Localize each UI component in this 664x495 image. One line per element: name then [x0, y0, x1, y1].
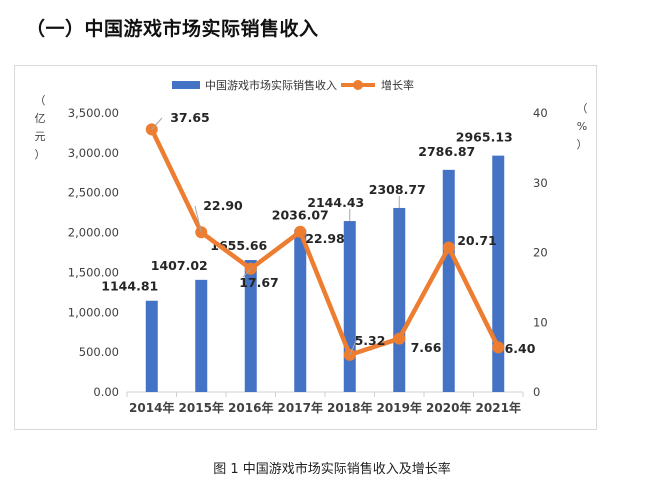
revenue-bar — [492, 155, 505, 392]
bar-value-label: 2036.07 — [272, 208, 329, 223]
left-axis-tick: 3,500.00 — [68, 106, 119, 120]
chart-legend: 中国游戏市场实际销售收入 增长率 — [172, 77, 414, 93]
right-axis-unit: （ % ） — [576, 102, 588, 151]
right-axis-tick: 40 — [533, 106, 548, 120]
x-axis-category: 2017年 — [278, 400, 323, 415]
growth-rate-marker — [442, 241, 455, 254]
revenue-bar — [294, 229, 307, 392]
left-axis-unit: （ 亿 元 ） — [34, 94, 46, 161]
figure-caption: 图 1 中国游戏市场实际销售收入及增长率 — [213, 462, 451, 477]
growth-rate-marker — [393, 332, 406, 345]
bar-value-label: 1407.02 — [151, 258, 208, 273]
left-axis-tick: 2,000.00 — [68, 226, 119, 240]
revenue-bar — [393, 207, 406, 392]
bar-value-label: 1144.81 — [101, 279, 158, 294]
legend-line-label: 增长率 — [381, 79, 414, 92]
growth-rate-label: 22.98 — [305, 231, 345, 246]
growth-rate-marker — [492, 341, 505, 354]
growth-rate-label: 17.67 — [239, 275, 279, 290]
x-axis-category: 2014年 — [129, 400, 174, 415]
right-axis-tick: 20 — [533, 246, 548, 260]
revenue-bar — [145, 300, 158, 392]
x-axis-category: 2019年 — [377, 400, 422, 415]
revenue-bar — [244, 260, 257, 392]
legend-line-swatch-icon — [341, 80, 375, 90]
bar-value-label: 2965.13 — [456, 130, 513, 145]
left-axis-tick: 1,500.00 — [68, 265, 119, 279]
left-axis-tick: 3,000.00 — [68, 146, 119, 160]
growth-rate-label: 5.32 — [355, 333, 386, 348]
left-axis-tick: 2,500.00 — [68, 186, 119, 200]
left-axis-tick: 0.00 — [93, 385, 119, 399]
revenue-bar — [343, 221, 356, 392]
left-axis-tick: 500.00 — [79, 345, 119, 359]
x-axis-category: 2018年 — [327, 400, 372, 415]
x-axis-category: 2015年 — [179, 400, 224, 415]
x-axis-category: 2021年 — [476, 400, 521, 415]
legend-bar-label: 中国游戏市场实际销售收入 — [205, 79, 337, 92]
growth-rate-label: 22.90 — [203, 198, 243, 213]
revenue-bar — [195, 279, 208, 392]
growth-rate-label: 7.66 — [411, 340, 442, 355]
growth-rate-label: 37.65 — [170, 110, 210, 125]
growth-rate-marker — [294, 225, 307, 238]
legend-bar-swatch-icon — [172, 81, 200, 89]
bar-value-label: 2144.43 — [307, 195, 364, 210]
x-axis-category: 2016年 — [228, 400, 273, 415]
bar-value-label: 2786.87 — [418, 144, 475, 159]
growth-rate-label: 6.40 — [505, 341, 536, 356]
section-heading: （一）中国游戏市场实际销售收入 — [26, 18, 319, 40]
right-axis-tick: 30 — [533, 176, 548, 190]
left-axis-tick: 1,000.00 — [68, 305, 119, 319]
right-axis-tick: 10 — [533, 315, 548, 329]
revenue-bar — [442, 169, 455, 392]
right-axis-tick: 0 — [533, 385, 540, 399]
growth-rate-label: 20.71 — [457, 233, 497, 248]
bar-value-label: 2308.77 — [369, 182, 426, 197]
growth-rate-line — [149, 128, 501, 358]
x-axis-category: 2020年 — [426, 400, 471, 415]
